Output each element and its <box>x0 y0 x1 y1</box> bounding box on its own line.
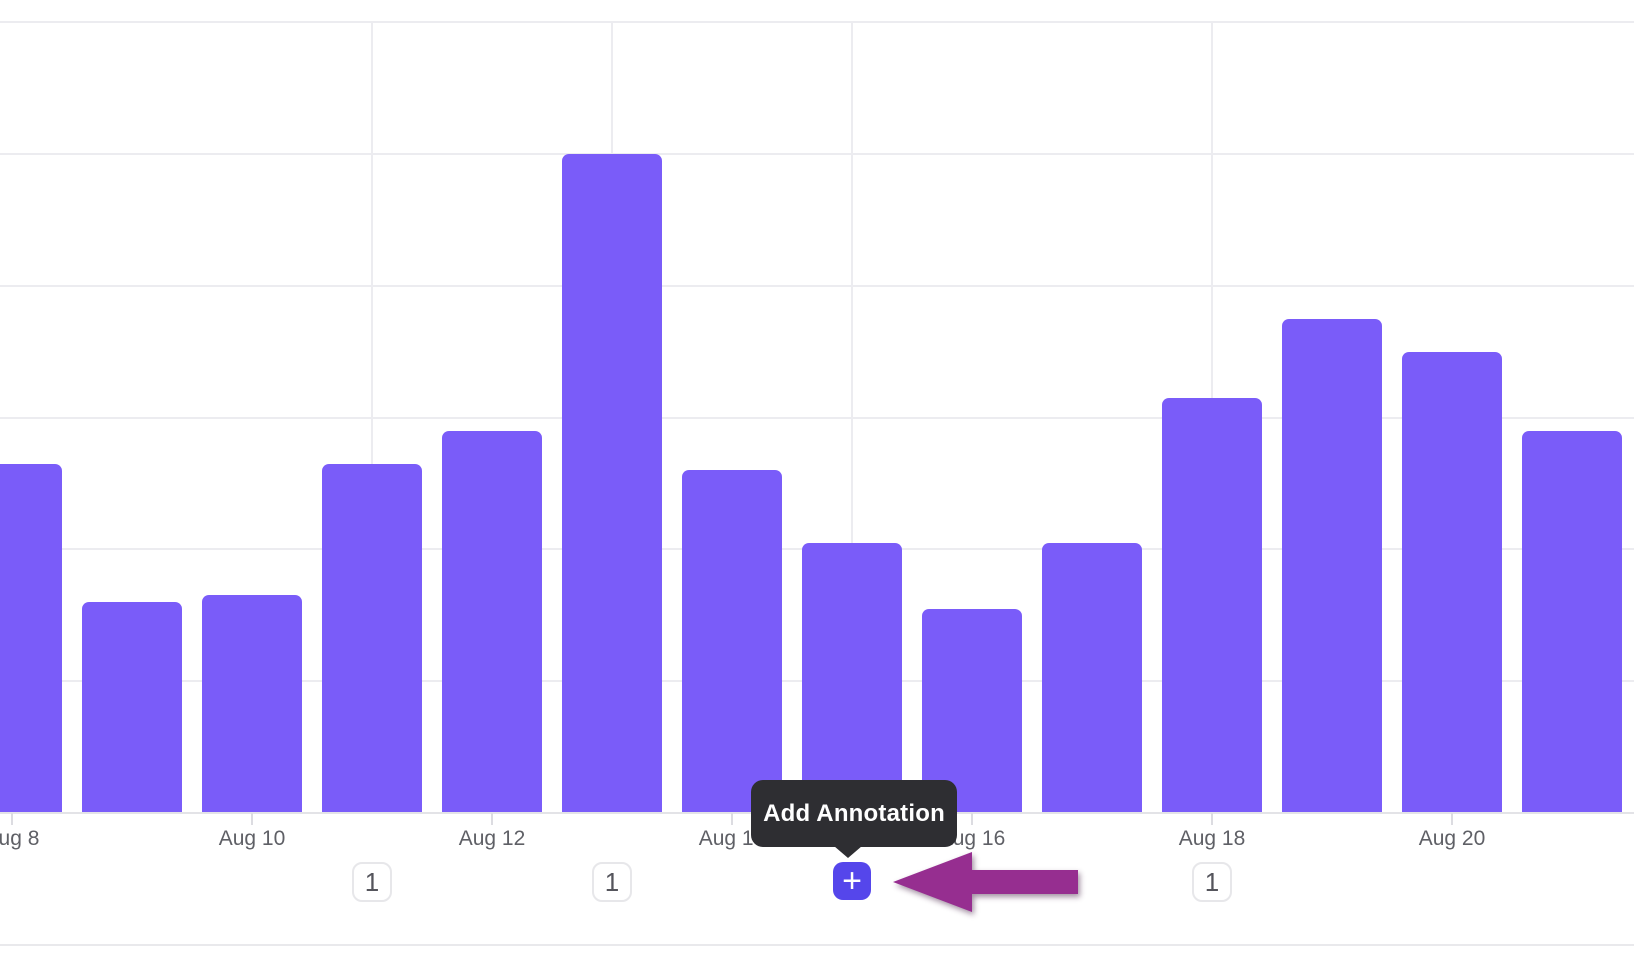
chart-bar[interactable] <box>442 430 542 813</box>
x-axis-tick <box>11 813 13 825</box>
x-axis-label: Aug 14 <box>698 827 766 850</box>
x-axis-label: Aug 10 <box>218 827 286 850</box>
chart-bar[interactable] <box>322 463 422 813</box>
x-axis-tick <box>491 813 493 825</box>
x-axis-tick <box>731 813 733 825</box>
chart-bar[interactable] <box>0 463 62 813</box>
annotation-marker-line <box>371 22 373 813</box>
chart-bar[interactable] <box>1282 318 1382 813</box>
x-axis-tick <box>971 813 973 825</box>
gridline <box>0 284 1634 287</box>
tooltip-pointer <box>834 846 862 858</box>
x-axis-tick <box>251 813 253 825</box>
chart-bar[interactable] <box>202 595 302 813</box>
chart-bar[interactable] <box>82 602 182 813</box>
add-annotation-button[interactable]: + <box>833 862 871 900</box>
chart-bar[interactable] <box>802 542 902 813</box>
annotation-count-badge[interactable]: 1 <box>1192 862 1232 902</box>
annotation-count-badge[interactable]: 1 <box>592 862 632 902</box>
chart-bar[interactable] <box>1162 397 1262 813</box>
x-axis-label: Aug 18 <box>1178 827 1246 850</box>
gridline <box>0 416 1634 419</box>
gridline <box>0 152 1634 155</box>
x-axis-tick <box>1451 813 1453 825</box>
arrow-icon <box>893 852 1078 912</box>
x-axis-tick <box>1211 813 1213 825</box>
x-axis-label: Aug 8 <box>0 827 40 850</box>
chart-bar[interactable] <box>562 153 662 813</box>
x-axis-label: Aug 20 <box>1418 827 1486 850</box>
annotation-count-badge[interactable]: 1 <box>352 862 392 902</box>
chart-bar[interactable] <box>922 608 1022 813</box>
add-annotation-tooltip: Add Annotation <box>751 780 957 847</box>
gridline <box>0 21 1634 23</box>
annotation-marker-line <box>851 22 853 813</box>
section-divider <box>0 944 1634 946</box>
x-axis-label: Aug 12 <box>458 827 526 850</box>
chart-bar[interactable] <box>1402 351 1502 813</box>
chart-bar[interactable] <box>682 470 782 813</box>
chart-bar[interactable] <box>1522 430 1622 813</box>
chart-bar[interactable] <box>1042 542 1142 813</box>
